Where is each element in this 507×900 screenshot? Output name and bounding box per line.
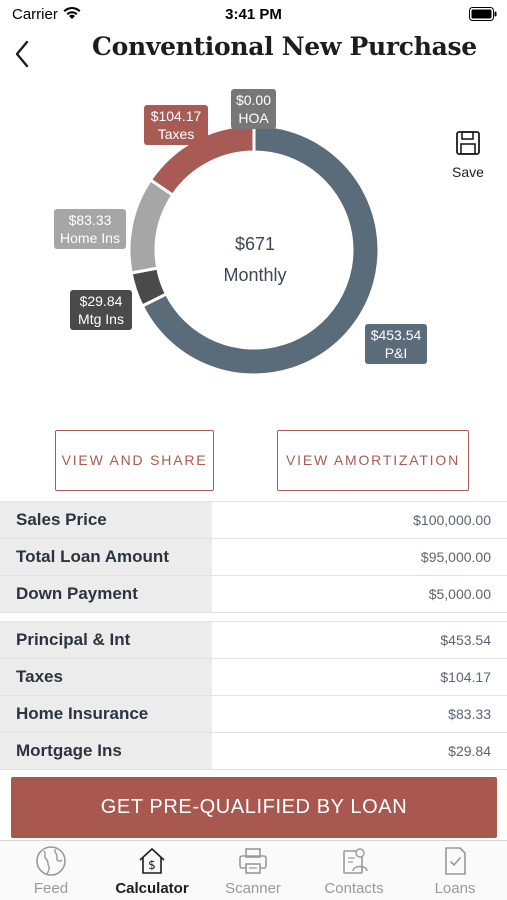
table-row: Sales Price $100,000.00 [0,502,507,539]
status-time: 3:41 PM [225,6,282,23]
row-label: Down Payment [0,576,212,612]
status-bar: Carrier 3:41 PM [0,0,507,28]
table-row: Principal & Int $453.54 [0,622,507,659]
row-value: $29.84 [448,743,491,759]
tab-feed-label: Feed [33,880,69,897]
document-check-icon [445,847,466,875]
chart-tag-pi-value: $453.54 [370,327,422,343]
row-value: $83.33 [448,706,491,722]
chart-tag-hoa-value: $0.00 [235,92,272,108]
table-row: Taxes $104.17 [0,659,507,696]
page-title: Conventional New Purchase [92,32,477,61]
row-label: Principal & Int [0,622,212,658]
get-pre-qualified-button[interactable]: GET PRE-QUALIFIED BY LOAN [11,777,497,838]
tab-scanner-label: Scanner [225,880,281,897]
row-value: $95,000.00 [420,549,491,565]
tab-contacts-label: Contacts [324,880,384,897]
row-value: $104.17 [440,669,491,685]
chart-tag-mtg-ins-label: Mtg Ins [78,311,124,327]
monthly-total-amount: $671 [234,234,276,254]
row-value: $100,000.00 [413,512,491,528]
tab-contacts[interactable]: Contacts [304,845,404,897]
chart-tag-taxes-value: $104.17 [150,108,202,124]
donut-slice-p-i [140,123,381,377]
row-label: Total Loan Amount [0,539,212,575]
battery-icon [469,7,497,21]
tab-scanner[interactable]: Scanner [203,845,303,897]
tab-loans[interactable]: Loans [405,845,505,897]
view-and-share-button[interactable]: VIEW AND SHARE [55,430,214,491]
tab-bar: Feed $ Calculator Scanner Contacts [0,840,507,900]
chart-tag-home-ins-label: Home Ins [60,230,120,246]
chart-tag-pi: $453.54 P&I [365,324,427,364]
donut-chart [127,123,381,377]
chart-tag-taxes-label: Taxes [157,126,195,142]
payment-breakdown-table: Principal & Int $453.54 Taxes $104.17 Ho… [0,621,507,770]
back-button[interactable] [8,34,38,70]
chart-tag-taxes: $104.17 Taxes [144,105,208,145]
tab-calculator-label: Calculator [115,880,189,897]
globe-icon [36,846,66,876]
row-label: Mortgage Ins [0,733,212,769]
table-row: Home Insurance $83.33 [0,696,507,733]
table-row: Down Payment $5,000.00 [0,576,507,613]
row-label: Taxes [0,659,212,695]
donut-slice-home-ins [127,177,175,275]
house-dollar-icon: $ [139,848,165,874]
carrier-label: Carrier [12,6,58,23]
nav-bar: Conventional New Purchase [0,28,507,74]
save-button[interactable]: Save [448,130,488,182]
table-row: Mortgage Ins $29.84 [0,733,507,770]
chart-tag-hoa-label: HOA [238,110,269,126]
row-label: Home Insurance [0,696,212,732]
wifi-icon [63,6,81,19]
view-amortization-button[interactable]: VIEW AMORTIZATION [277,430,469,491]
chart-tag-home-ins-value: $83.33 [68,212,112,228]
table-row: Total Loan Amount $95,000.00 [0,539,507,576]
contact-card-icon [343,848,368,874]
row-label: Sales Price [0,502,212,538]
row-value: $5,000.00 [428,586,491,602]
monthly-total-label: Monthly [223,265,287,285]
tab-feed[interactable]: Feed [1,845,101,897]
row-value: $453.54 [440,632,491,648]
save-label: Save [452,164,484,180]
tab-loans-label: Loans [434,880,476,897]
chart-tag-mtg-ins-value: $29.84 [79,293,123,309]
loan-details-table: Sales Price $100,000.00 Total Loan Amoun… [0,501,507,613]
chart-tag-mtg-ins: $29.84 Mtg Ins [70,290,132,330]
tab-calculator[interactable]: $ Calculator [102,845,202,897]
floppy-disk-icon [456,131,480,155]
chart-tag-pi-label: P&I [384,345,408,361]
chart-tag-hoa: $0.00 HOA [231,89,276,129]
chevron-left-icon [15,40,29,68]
svg-text:$: $ [148,858,156,872]
chart-tag-home-ins: $83.33 Home Ins [54,209,126,249]
printer-icon [239,848,267,874]
payment-breakdown-chart: $671 Monthly $453.54 P&I $29.84 Mtg Ins … [40,84,470,414]
